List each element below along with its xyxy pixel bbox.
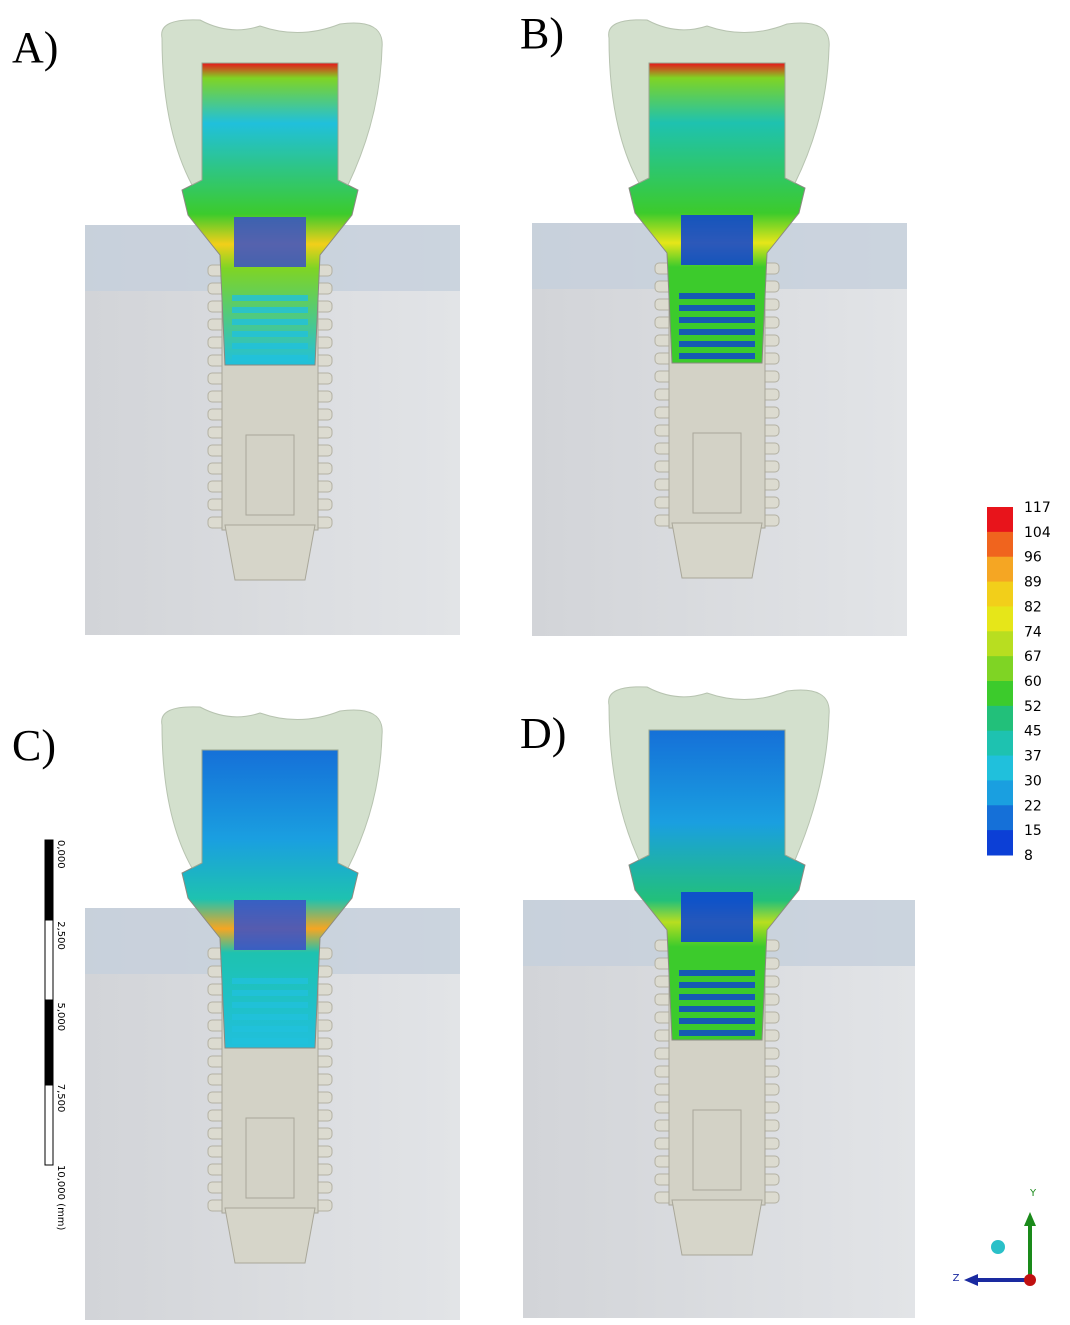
legend-band <box>987 706 1013 731</box>
legend-label: 67 <box>1024 649 1042 665</box>
screw-head <box>234 217 306 267</box>
screw-thread <box>232 343 308 349</box>
legend-label: 117 <box>1024 500 1051 516</box>
screw-thread <box>232 319 308 325</box>
scale-label: 2,500 <box>55 921 66 950</box>
screw-thread <box>679 970 755 976</box>
legend-label: 30 <box>1024 773 1042 789</box>
screw-thread <box>679 1018 755 1024</box>
legend-band <box>987 557 1013 582</box>
legend-label: 37 <box>1024 749 1042 765</box>
scale-label: 5,000 <box>55 1003 66 1032</box>
screw-thread <box>232 295 308 301</box>
figure: Y Z A) B) C) D) 117 104 96 89 82 74 67 60 52 45 37 30 22… <box>0 0 1070 1325</box>
legend-label: 45 <box>1024 724 1042 740</box>
panel-label: A) <box>12 23 58 72</box>
legend-label: 52 <box>1024 699 1042 715</box>
legend-label: 74 <box>1024 624 1042 640</box>
panel: B) <box>520 9 907 636</box>
legend-band <box>987 681 1013 706</box>
screw-thread <box>232 1038 308 1044</box>
panel: C) <box>12 707 460 1320</box>
axis-triad: Y Z <box>953 1188 1037 1286</box>
legend-band <box>987 631 1013 656</box>
axis-label: Y <box>1029 1188 1037 1199</box>
screw-thread <box>679 1030 755 1036</box>
screw-thread <box>232 1002 308 1008</box>
screw-thread <box>679 317 755 323</box>
screw-thread <box>679 329 755 335</box>
legend-band <box>987 830 1013 855</box>
legend-band <box>987 756 1013 781</box>
panel-label: D) <box>520 709 566 758</box>
screw-thread <box>232 1026 308 1032</box>
legend-band <box>987 582 1013 607</box>
screw-thread <box>679 353 755 359</box>
screw-thread <box>679 305 755 311</box>
scale-bar <box>45 840 53 1165</box>
legend-band <box>987 656 1013 681</box>
legend-band <box>987 532 1013 557</box>
legend-band <box>987 507 1013 532</box>
screw-thread <box>679 341 755 347</box>
screw-thread <box>232 990 308 996</box>
axis-label: Z <box>953 1273 960 1284</box>
implant-apex <box>225 525 315 580</box>
legend-label: 82 <box>1024 599 1042 615</box>
screw-head <box>681 892 753 942</box>
legend-band <box>987 805 1013 830</box>
screw-thread <box>679 1006 755 1012</box>
legend-label: 104 <box>1024 525 1051 541</box>
implant-apex <box>672 1200 762 1255</box>
screw-thread <box>232 355 308 361</box>
screw-thread <box>679 994 755 1000</box>
screw-thread <box>679 982 755 988</box>
implant-apex <box>225 1208 315 1263</box>
panel: A) <box>12 20 460 635</box>
legend-label: 60 <box>1024 674 1042 690</box>
screw-thread <box>232 978 308 984</box>
scale-label: 0,000 <box>55 840 66 869</box>
legend-band <box>987 780 1013 805</box>
legend-label: 8 <box>1024 848 1033 864</box>
screw-head <box>234 900 306 950</box>
screw-thread <box>232 307 308 313</box>
legend-label: 15 <box>1024 823 1042 839</box>
legend-band <box>987 731 1013 756</box>
legend-label: 22 <box>1024 798 1042 814</box>
panel: D) <box>520 687 915 1318</box>
screw-head <box>681 215 753 265</box>
screw-thread <box>232 1014 308 1020</box>
screw-thread <box>679 293 755 299</box>
implant-apex <box>672 523 762 578</box>
legend-band <box>987 606 1013 631</box>
scale-label: 10,000 (mm) <box>55 1165 66 1231</box>
legend-label: 96 <box>1024 550 1042 566</box>
scale-label: 7,500 <box>55 1084 66 1113</box>
screw-thread <box>232 331 308 337</box>
legend-label: 89 <box>1024 575 1042 591</box>
panel-label: C) <box>12 721 56 770</box>
panel-label: B) <box>520 9 564 58</box>
